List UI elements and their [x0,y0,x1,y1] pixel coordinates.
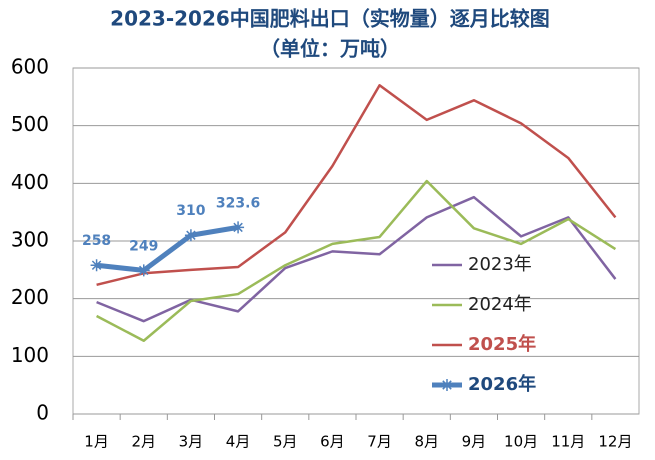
chart-subtitle: （单位：万吨） [260,37,400,61]
legend-label: 2025年 [468,333,536,355]
x-tick-label: 4月 [226,433,251,451]
x-tick-label: 6月 [320,433,345,451]
point-marker [184,229,197,242]
series-line [96,224,239,273]
data-label: 323.6 [216,195,260,211]
y-tick-label: 100 [11,343,49,367]
y-tick-label: 400 [11,170,49,194]
legend-label: 2023年 [468,254,532,275]
x-tick-label: 2月 [131,433,156,451]
data-label: 249 [129,238,158,254]
legend-label: 2024年 [468,294,532,315]
x-tick-label: 7月 [367,433,392,451]
y-tick-label: 500 [11,112,49,136]
x-tick-label: 10月 [504,433,538,451]
series-line [96,84,617,287]
data-label: 310 [176,203,205,219]
legend-marker [441,379,453,391]
series-line [96,179,617,343]
series-line [96,195,617,323]
point-marker [232,221,245,234]
legend-label: 2026年 [468,373,536,395]
data-label: 258 [82,233,111,249]
x-tick-label: 9月 [462,433,487,451]
x-tick-label: 5月 [273,433,298,451]
y-tick-label: 0 [36,401,49,425]
x-tick-label: 1月 [84,433,109,451]
y-tick-label: 600 [11,55,49,79]
point-marker [137,264,150,277]
x-tick-label: 3月 [179,433,204,451]
x-tick-label: 8月 [414,433,439,451]
chart-title: 2023-2026中国肥料出口（实物量）逐月比较图 [110,7,550,31]
y-tick-label: 200 [11,285,49,309]
point-marker [90,259,103,272]
x-tick-label: 11月 [551,433,585,451]
y-tick-label: 300 [11,228,49,252]
x-tick-label: 12月 [598,433,632,451]
